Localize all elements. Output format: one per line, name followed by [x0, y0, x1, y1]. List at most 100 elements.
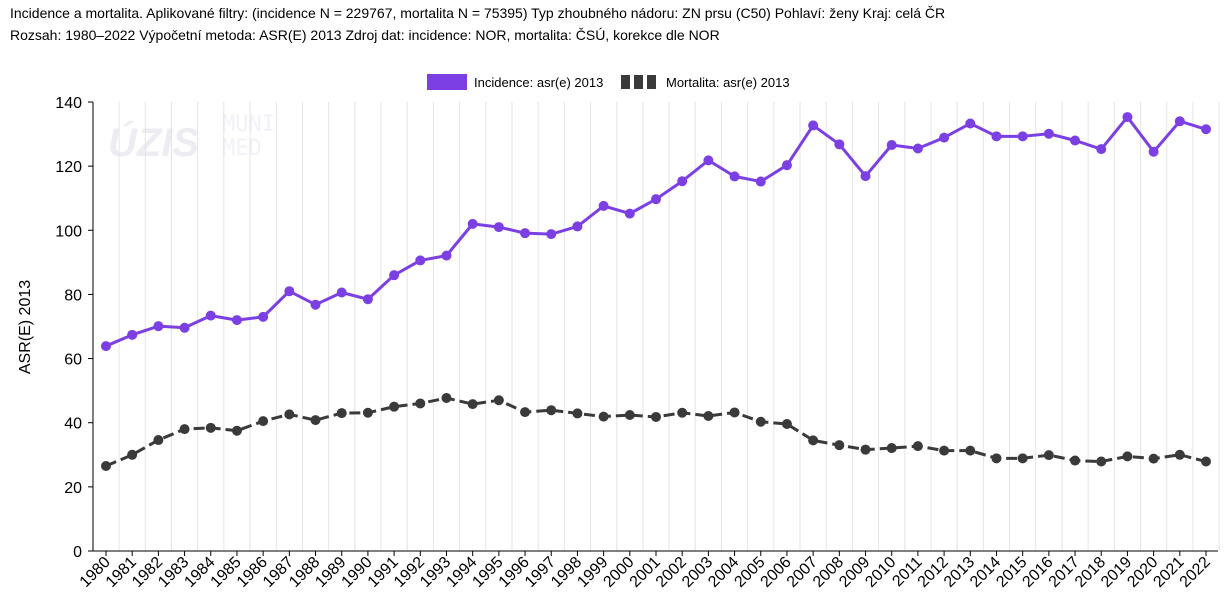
data-point[interactable]	[781, 160, 792, 171]
data-point[interactable]	[1096, 456, 1107, 467]
data-point[interactable]	[101, 341, 111, 352]
data-point[interactable]	[310, 299, 321, 310]
data-point[interactable]	[598, 411, 609, 422]
data-point[interactable]	[415, 255, 426, 266]
data-point[interactable]	[284, 286, 295, 297]
chart-header: Incidence a mortalita. Aplikované filtry…	[10, 2, 945, 46]
y-tick-label: 60	[64, 352, 82, 369]
y-tick-label: 120	[55, 159, 82, 176]
data-point[interactable]	[415, 398, 426, 409]
data-point[interactable]	[624, 410, 635, 421]
data-point[interactable]	[389, 270, 400, 281]
data-point[interactable]	[1017, 131, 1028, 142]
data-point[interactable]	[624, 208, 635, 219]
data-point[interactable]	[991, 453, 1002, 464]
data-point[interactable]	[520, 228, 531, 239]
data-point[interactable]	[153, 435, 164, 446]
data-point[interactable]	[493, 395, 504, 406]
legend-item-incidence[interactable]: Incidence: asr(e) 2013	[427, 74, 603, 90]
data-point[interactable]	[808, 120, 819, 131]
data-point[interactable]	[1122, 451, 1133, 462]
data-point[interactable]	[860, 444, 871, 455]
series-incidence	[101, 112, 1211, 352]
data-point[interactable]	[677, 176, 688, 187]
data-point[interactable]	[598, 200, 609, 211]
data-point[interactable]	[336, 408, 347, 419]
y-axis-label: ASR(E) 2013	[17, 280, 34, 374]
data-point[interactable]	[939, 445, 950, 456]
data-point[interactable]	[1201, 124, 1211, 135]
data-point[interactable]	[1122, 112, 1133, 123]
data-point[interactable]	[520, 407, 531, 418]
data-point[interactable]	[572, 221, 583, 232]
data-point[interactable]	[179, 322, 190, 333]
data-point[interactable]	[1043, 450, 1054, 461]
data-point[interactable]	[231, 315, 242, 326]
data-point[interactable]	[205, 422, 216, 433]
data-point[interactable]	[284, 409, 295, 420]
data-point[interactable]	[965, 118, 976, 129]
data-point[interactable]	[441, 250, 452, 261]
data-point[interactable]	[651, 411, 661, 422]
legend[interactable]: Incidence: asr(e) 2013 Mortalita: asr(e) …	[427, 74, 790, 90]
data-point[interactable]	[258, 311, 269, 322]
data-point[interactable]	[127, 329, 138, 340]
data-point[interactable]	[703, 155, 714, 166]
data-point[interactable]	[808, 435, 819, 446]
data-point[interactable]	[441, 393, 452, 404]
data-point[interactable]	[1148, 146, 1159, 157]
data-point[interactable]	[1096, 144, 1107, 155]
data-point[interactable]	[205, 310, 216, 321]
data-point[interactable]	[939, 132, 950, 143]
data-point[interactable]	[912, 441, 923, 452]
data-point[interactable]	[1070, 135, 1081, 146]
data-point[interactable]	[834, 440, 845, 451]
data-point[interactable]	[729, 171, 740, 182]
series-line	[105, 396, 1207, 468]
data-point[interactable]	[493, 222, 504, 233]
data-point[interactable]	[572, 408, 583, 419]
y-tick-label: 100	[55, 223, 82, 240]
data-point[interactable]	[755, 176, 766, 187]
data-point[interactable]	[677, 407, 688, 418]
data-point[interactable]	[781, 418, 792, 429]
data-point[interactable]	[467, 399, 478, 410]
data-point[interactable]	[231, 425, 242, 436]
data-point[interactable]	[991, 131, 1002, 142]
data-point[interactable]	[362, 294, 373, 305]
data-point[interactable]	[755, 416, 766, 427]
data-point[interactable]	[886, 443, 897, 454]
axes: 0204060801001201401980198119821983198419…	[55, 95, 1218, 591]
data-point[interactable]	[546, 405, 557, 416]
data-point[interactable]	[389, 401, 400, 412]
data-point[interactable]	[336, 287, 347, 298]
legend-label: Mortalita: asr(e) 2013	[666, 75, 790, 90]
data-point[interactable]	[310, 415, 321, 426]
data-point[interactable]	[729, 407, 740, 418]
data-point[interactable]	[1070, 455, 1081, 466]
data-point[interactable]	[703, 410, 714, 421]
data-point[interactable]	[834, 139, 845, 150]
data-point[interactable]	[965, 445, 976, 456]
data-point[interactable]	[1017, 453, 1028, 464]
data-point[interactable]	[1148, 453, 1159, 464]
legend-swatch	[427, 74, 467, 90]
data-point[interactable]	[258, 416, 269, 427]
data-point[interactable]	[467, 218, 478, 229]
data-point[interactable]	[153, 321, 164, 332]
data-point[interactable]	[651, 194, 661, 205]
data-point[interactable]	[1043, 128, 1054, 139]
data-point[interactable]	[127, 449, 138, 460]
data-point[interactable]	[179, 424, 190, 435]
data-point[interactable]	[101, 461, 111, 472]
legend-item-mortality[interactable]: Mortalita: asr(e) 2013	[621, 75, 790, 90]
data-point[interactable]	[860, 171, 871, 182]
data-point[interactable]	[1174, 116, 1185, 127]
data-point[interactable]	[1201, 456, 1211, 467]
data-point[interactable]	[886, 139, 897, 150]
grid-lines	[92, 102, 1220, 551]
data-point[interactable]	[546, 229, 557, 240]
data-point[interactable]	[1174, 449, 1185, 460]
data-point[interactable]	[912, 143, 923, 154]
data-point[interactable]	[362, 407, 373, 418]
